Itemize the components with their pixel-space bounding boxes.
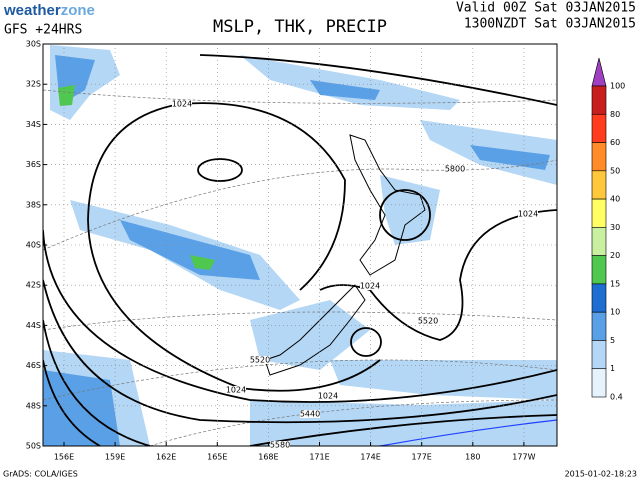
- colorbar-label: 30: [610, 223, 620, 232]
- footer-credit: GrADS: COLA/IGES: [3, 470, 78, 479]
- colorbar: 100 80 60 50 40 30 20 15 10 5 1 0.4: [591, 57, 625, 402]
- colorbar-box: [591, 255, 607, 285]
- lat-label: 48S: [26, 401, 41, 410]
- logo: weatherzone: [3, 2, 95, 19]
- colorbar-label: 5: [610, 336, 615, 345]
- lat-label: 30S: [26, 40, 41, 49]
- model-label: GFS +24HRS: [4, 23, 82, 38]
- contour-label-bg: [445, 165, 465, 173]
- contour-label-bg: [226, 386, 246, 394]
- contour-label-bg: [360, 282, 380, 290]
- lat-label: 42S: [26, 281, 41, 290]
- lon-label: 177W: [512, 453, 535, 462]
- lon-label: 174E: [360, 453, 380, 462]
- colorbar-label: 40: [610, 195, 620, 204]
- lon-label: 168E: [258, 453, 278, 462]
- map: 30S 32S 34S 36S 38S 40S 42S 44S 46S 48S 50S 156E 159…: [26, 40, 558, 462]
- contour-label: 5440: [300, 410, 320, 419]
- lat-label: 40S: [26, 241, 41, 250]
- lon-label: 180: [465, 453, 480, 462]
- colorbar-box: [591, 85, 607, 115]
- colorbar-label: 10: [610, 308, 620, 317]
- colorbar-label: 15: [610, 279, 620, 288]
- colorbar-label: 60: [610, 138, 620, 147]
- contour-label-bg: [518, 210, 538, 218]
- lat-label: 46S: [26, 361, 41, 370]
- colorbar-label: 100: [610, 82, 625, 91]
- colorbar-box: [591, 113, 607, 143]
- lon-label: 165E: [207, 453, 227, 462]
- logo-part: zone: [61, 2, 95, 19]
- lat-label: 44S: [26, 321, 41, 330]
- local-time: 1300NZDT Sat 03JAN2015: [464, 17, 636, 32]
- logo-part: weather: [3, 2, 61, 19]
- lat-label: 36S: [26, 160, 41, 169]
- map-title: MSLP, THK, PRECIP: [213, 17, 387, 37]
- colorbar-label: 1: [610, 364, 615, 373]
- map-area: [43, 45, 557, 446]
- contour-label-bg: [418, 317, 438, 325]
- lon-label: 162E: [156, 453, 176, 462]
- contour-label: 5800: [445, 165, 465, 174]
- contour-label: 1024: [360, 282, 380, 291]
- colorbar-box: [591, 198, 607, 228]
- lat-label: 32S: [26, 80, 41, 89]
- valid-time: Valid 00Z Sat 03JAN2015: [456, 1, 636, 16]
- contour-label-bg: [250, 356, 270, 364]
- lat-label: 50S: [26, 442, 41, 451]
- colorbar-label: 80: [610, 110, 620, 119]
- lat-label: 38S: [26, 200, 41, 209]
- contour-label: 5580: [270, 441, 290, 450]
- contour-label: 1024: [226, 386, 246, 395]
- footer-timestamp: 2015-01-02-18:23: [565, 470, 637, 479]
- contour-label-bg: [270, 441, 290, 449]
- contour-label: 5520: [250, 356, 270, 365]
- colorbar-box: [591, 340, 607, 370]
- lon-label: 177E: [412, 453, 432, 462]
- lat-label: 34S: [26, 120, 41, 129]
- lon-label: 171E: [309, 453, 329, 462]
- contour-label-bg: [172, 100, 192, 108]
- contour-label: 1024: [518, 210, 538, 219]
- colorbar-box: [591, 368, 607, 398]
- colorbar-box: [591, 142, 607, 172]
- colorbar-label: 0.4: [610, 393, 623, 402]
- contour-label-bg: [318, 392, 338, 400]
- contour-label: 1024: [318, 392, 338, 401]
- colorbar-box: [591, 283, 607, 313]
- lon-label: 156E: [54, 453, 74, 462]
- colorbar-box: [591, 170, 607, 200]
- colorbar-label: 50: [610, 166, 620, 175]
- colorbar-box: [591, 311, 607, 341]
- lon-label: 159E: [105, 453, 125, 462]
- colorbar-label: 20: [610, 251, 620, 260]
- contour-label-bg: [300, 410, 320, 418]
- contour-label: 5520: [418, 317, 438, 326]
- colorbar-box: [591, 227, 607, 256]
- contour-label: 1024: [172, 100, 192, 109]
